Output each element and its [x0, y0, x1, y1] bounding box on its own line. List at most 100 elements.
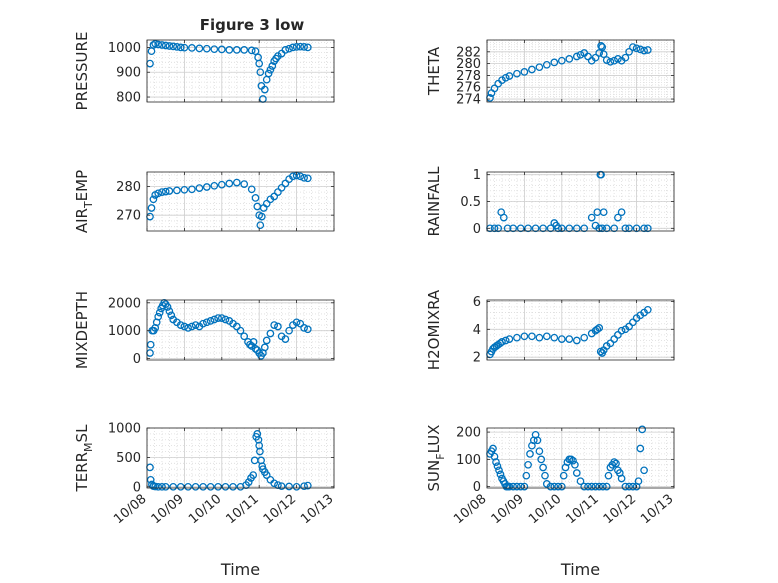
- data-point: [184, 482, 192, 491]
- y-tick-label: 274: [456, 93, 481, 108]
- y-tick-label: 2: [473, 351, 481, 366]
- data-point: [602, 56, 611, 64]
- data-point: [526, 450, 534, 458]
- data-point: [509, 224, 518, 233]
- subplot-1: 800 900 1000 PRESSURE: [73, 32, 335, 110]
- data-point: [584, 482, 592, 491]
- y-tick-label: 900: [116, 66, 141, 81]
- data-point: [264, 69, 273, 78]
- data-point: [606, 339, 615, 348]
- data-point: [206, 317, 215, 325]
- data-point: [595, 224, 604, 233]
- data-point: [176, 482, 185, 491]
- data-point: [591, 482, 600, 491]
- data-point: [595, 49, 604, 57]
- x-tick-label: 10/13: [298, 492, 336, 528]
- y-axis-label: MIXDEPTH: [73, 291, 91, 369]
- data-point: [296, 42, 305, 51]
- data-point: [524, 460, 532, 469]
- data-point: [643, 224, 652, 233]
- data-point: [210, 315, 219, 324]
- data-point: [292, 43, 301, 51]
- data-point: [251, 47, 260, 56]
- data-point: [249, 471, 258, 479]
- data-point: [565, 224, 574, 233]
- x-axis-label: Time: [560, 560, 600, 579]
- x-tick-label: 10/08: [451, 492, 489, 528]
- data-point: [503, 224, 512, 233]
- data-point: [614, 213, 622, 222]
- data-point: [531, 224, 540, 233]
- data-point: [501, 336, 510, 345]
- data-point: [221, 315, 230, 324]
- data-point: [300, 173, 308, 182]
- data-point: [576, 50, 585, 59]
- data-point: [165, 42, 174, 50]
- x-tick-label: 10/08: [111, 492, 149, 528]
- plot-area: [487, 300, 674, 360]
- data-point: [167, 311, 176, 320]
- data-point: [188, 322, 196, 331]
- data-point: [154, 40, 163, 49]
- data-point: [292, 482, 301, 491]
- x-tick-label: 10/11: [223, 492, 261, 528]
- data-point: [188, 44, 196, 52]
- data-point: [580, 482, 589, 491]
- data-point: [505, 72, 514, 80]
- y-tick-label: 280: [116, 180, 141, 195]
- data-point: [289, 43, 297, 52]
- data-point: [569, 456, 577, 465]
- data-point: [621, 53, 630, 62]
- data-point: [199, 319, 207, 328]
- data-point: [632, 224, 641, 233]
- data-point: [557, 56, 566, 65]
- data-point: [155, 308, 164, 317]
- data-point: [597, 42, 605, 50]
- data-point: [539, 224, 547, 233]
- data-point: [289, 172, 297, 181]
- data-point: [257, 212, 266, 221]
- data-point: [296, 319, 305, 328]
- data-point: [300, 43, 308, 51]
- data-point: [490, 224, 499, 233]
- axes-box: [486, 299, 675, 361]
- data-point: [599, 50, 608, 59]
- data-point: [303, 481, 312, 490]
- series-markers: [146, 39, 312, 103]
- y-tick-label: 1000: [108, 41, 141, 56]
- y-tick-label: 2000: [108, 296, 141, 311]
- x-tick-label: 10/12: [261, 492, 299, 528]
- data-point: [195, 184, 204, 192]
- data-point: [571, 460, 579, 469]
- data-point: [146, 475, 155, 484]
- y-tick-label: 278: [456, 69, 481, 84]
- data-point: [604, 471, 613, 480]
- data-point: [262, 336, 271, 345]
- data-point: [149, 195, 158, 204]
- data-point: [154, 312, 163, 321]
- data-point: [188, 185, 196, 194]
- axes-box: [486, 39, 675, 103]
- x-tick-label: 10/11: [563, 492, 601, 528]
- data-point: [629, 482, 637, 491]
- y-axis-label: AIRTEMP: [73, 170, 95, 233]
- y-tick-label: 100: [456, 453, 481, 468]
- data-point: [492, 458, 500, 466]
- data-point: [572, 336, 581, 345]
- data-point: [580, 224, 589, 233]
- data-point: [285, 482, 293, 491]
- data-point: [161, 187, 170, 196]
- x-tick-label: 10/13: [638, 492, 676, 528]
- data-point: [591, 53, 600, 62]
- figure-title: Figure 3 low: [200, 16, 305, 34]
- data-point: [559, 471, 568, 480]
- data-point: [640, 466, 648, 475]
- data-point: [576, 477, 585, 486]
- data-point: [499, 213, 508, 222]
- data-point: [498, 338, 506, 346]
- data-point: [281, 335, 290, 343]
- data-point: [161, 41, 170, 50]
- data-point: [505, 335, 514, 343]
